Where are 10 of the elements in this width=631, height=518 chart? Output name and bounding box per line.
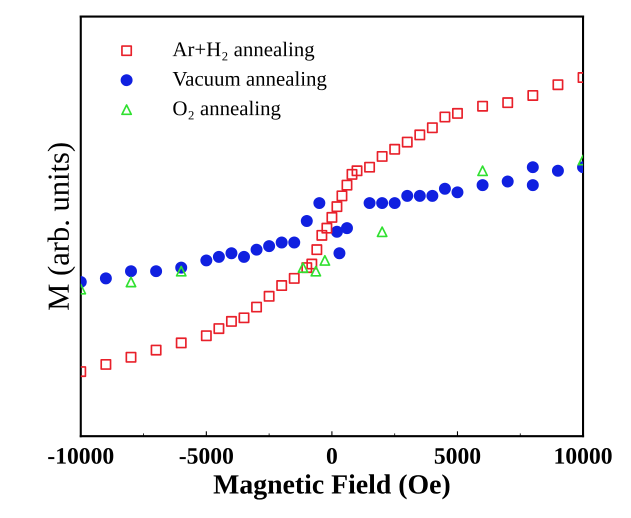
x-tick-label: -10000 <box>48 448 114 464</box>
legend-label: Vacuum annealing <box>172 71 326 90</box>
x-axis-title: Magnetic Field (Oe) <box>214 474 450 500</box>
x-tick-label: 0 <box>326 448 337 464</box>
x-tick-label: 5000 <box>434 448 480 464</box>
y-axis-title: M (arb. units) <box>48 143 76 310</box>
legend-label: Ar+H₂ annealing <box>172 42 314 61</box>
x-tick-label: -5000 <box>180 448 233 464</box>
x-tick-label: 10000 <box>555 448 612 464</box>
legend-label: O₂ annealing <box>173 100 281 120</box>
